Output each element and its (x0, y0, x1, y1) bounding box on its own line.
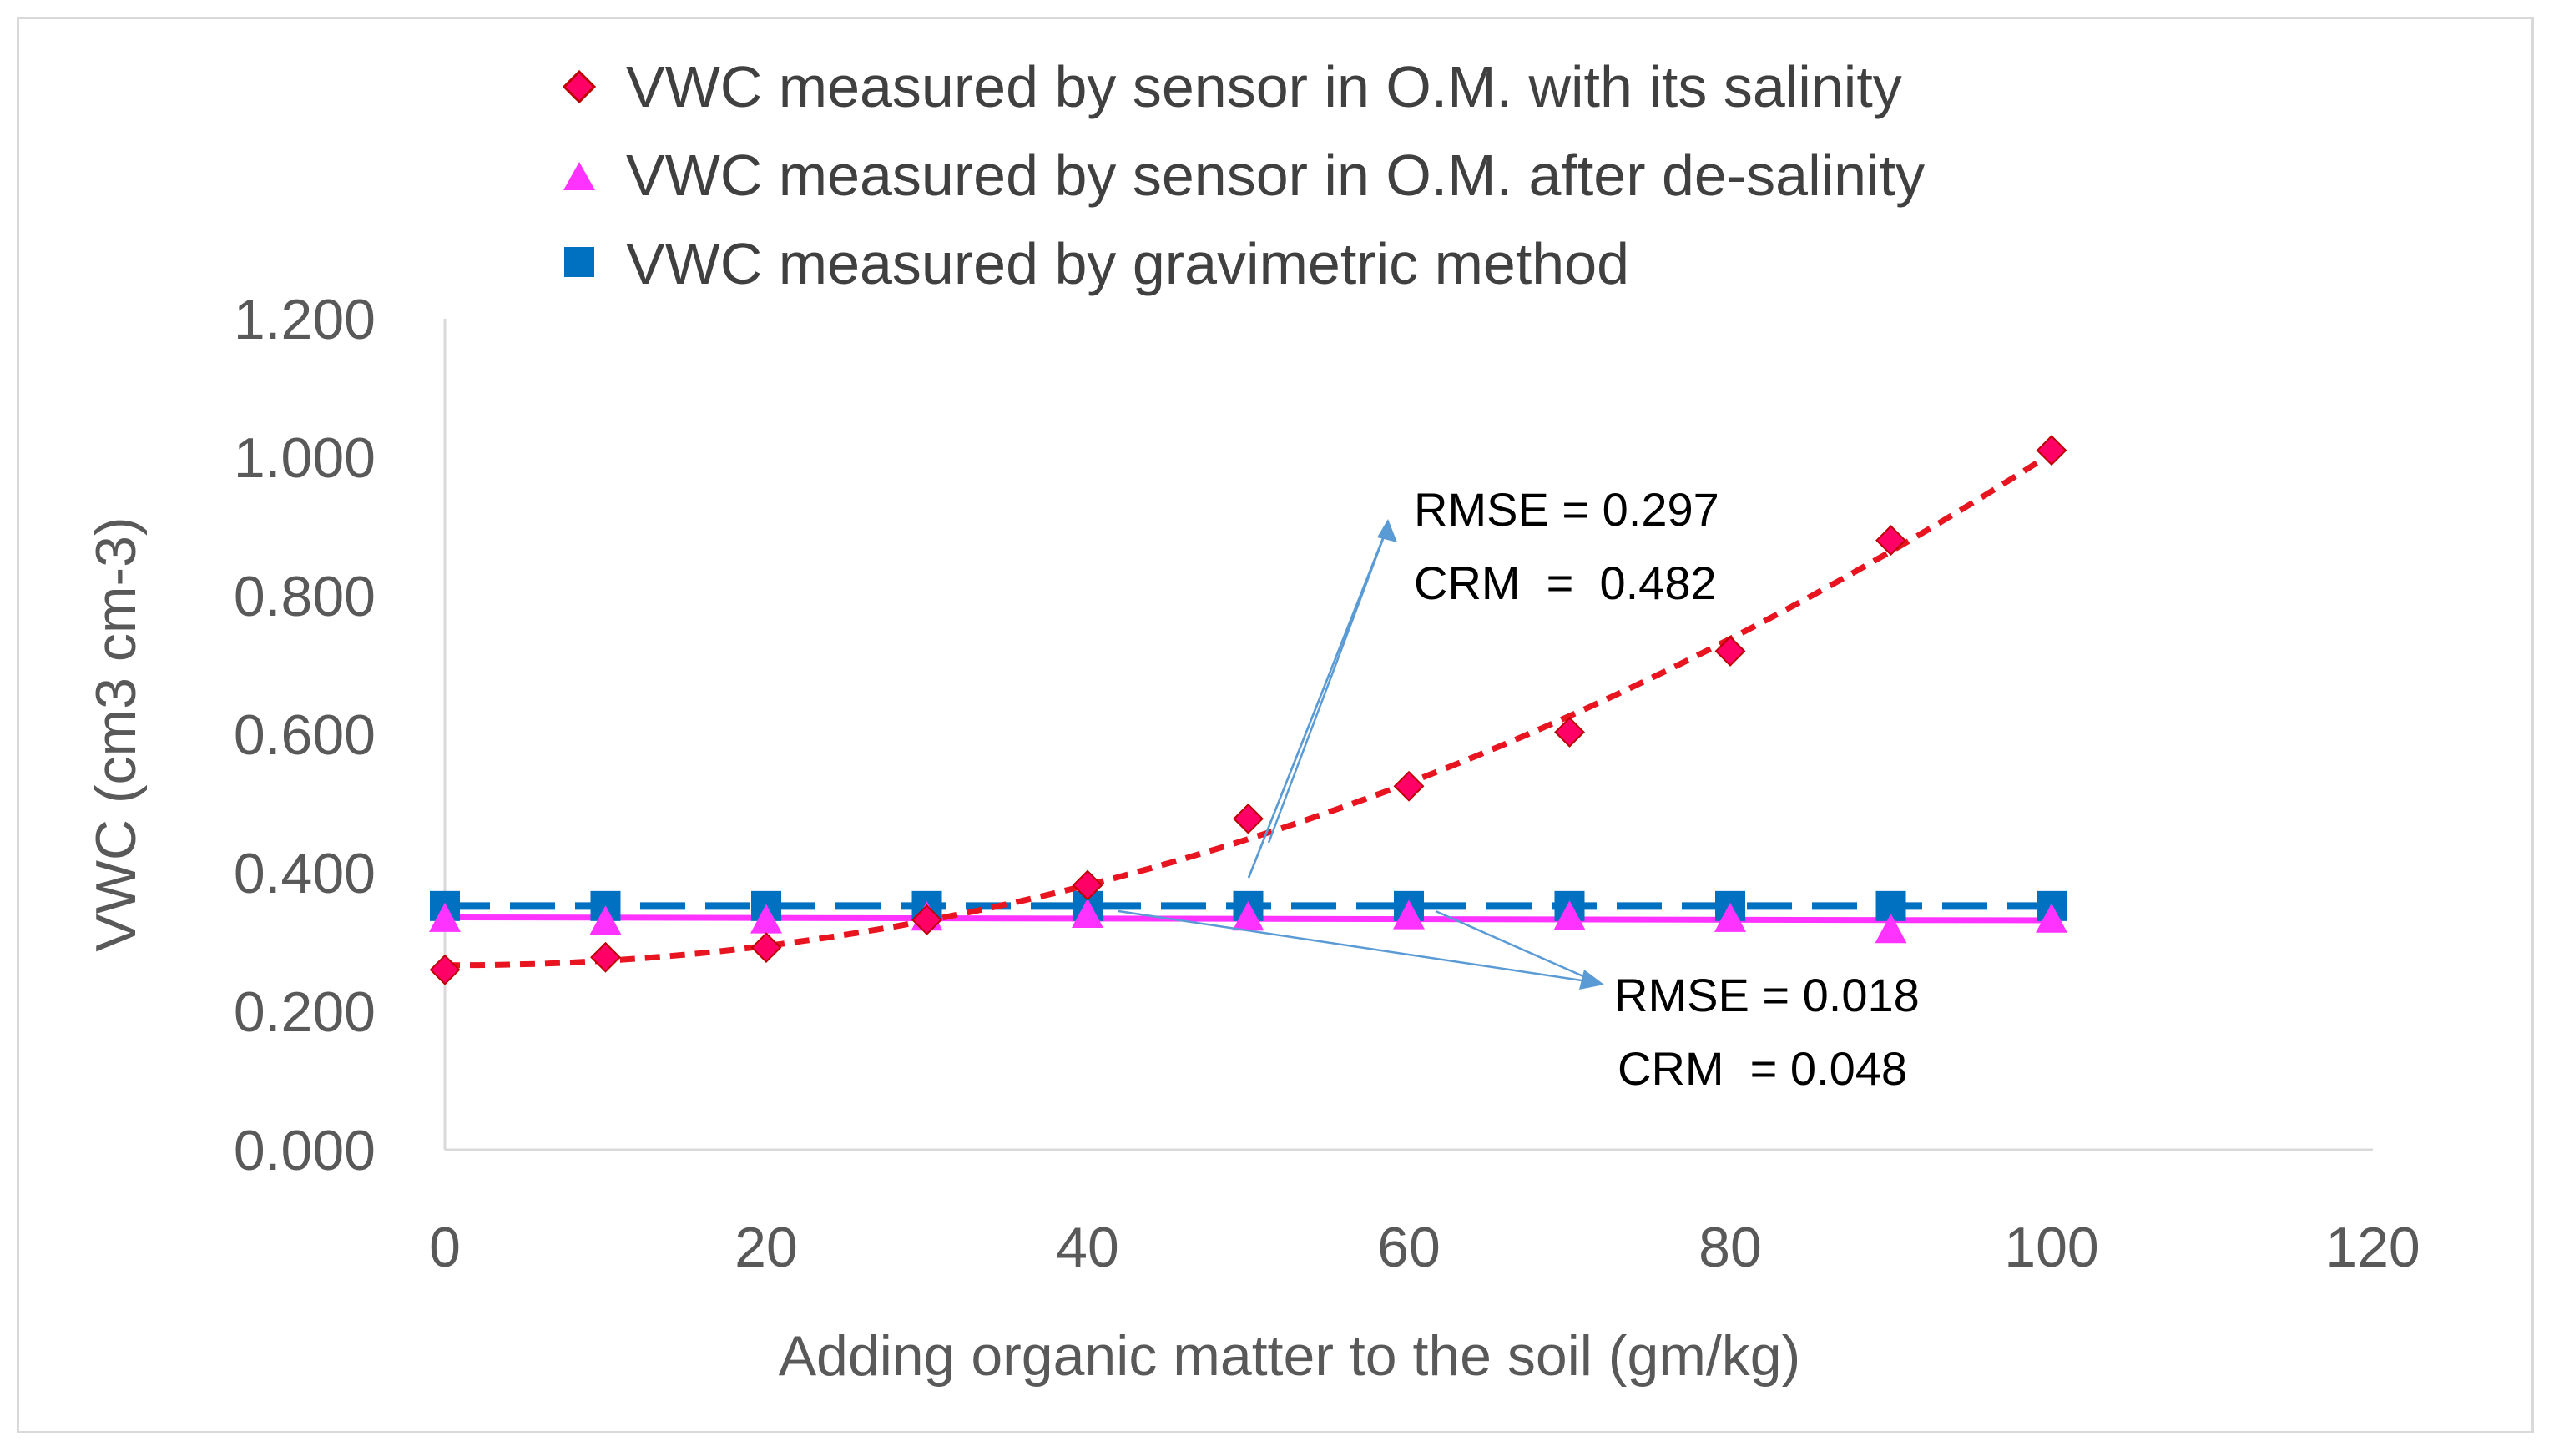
arrow-salinity-c (1267, 525, 1390, 844)
point-desalinity (1875, 914, 1907, 944)
point-salinity (2036, 435, 2067, 466)
point-salinity (911, 904, 942, 935)
legend-label-salinity: VWC measured by sensor in O.M. with its … (626, 54, 1902, 119)
point-salinity (1233, 803, 1264, 834)
y-tick-labels: 0.000 0.200 0.400 0.600 0.800 1.000 1.20… (234, 288, 376, 1182)
point-salinity (590, 941, 621, 973)
annotation-arrows (1118, 519, 1604, 990)
arrow-low-a (1118, 909, 1599, 985)
trendlines (444, 451, 2053, 969)
point-salinity (1714, 635, 1746, 667)
annotation-crm-high: CRM = 0.482 (1414, 557, 1717, 609)
point-desalinity (1714, 902, 1746, 932)
point-desalinity (2036, 903, 2067, 933)
point-desalinity (1393, 899, 1425, 930)
point-salinity (750, 932, 782, 964)
trendline-salinity (444, 451, 2053, 969)
legend: VWC measured by sensor in O.M. with its … (562, 54, 1925, 296)
x-axis-title: Adding organic matter to the soil (gm/kg… (779, 1324, 1801, 1388)
point-salinity (429, 954, 461, 985)
point-desalinity (1232, 901, 1264, 931)
point-salinity (1072, 869, 1103, 901)
legend-marker-diamond (562, 69, 597, 104)
x-tick-label: 0 (429, 1216, 461, 1279)
arrowhead-salinity (1377, 519, 1397, 542)
point-salinity (1875, 525, 1906, 557)
point-desalinity (589, 905, 622, 935)
data-markers (429, 435, 2067, 985)
y-tick-label: 0.800 (234, 565, 376, 628)
arrow-salinity-b (1247, 525, 1390, 879)
legend-marker-square (564, 247, 594, 277)
point-desalinity (1072, 898, 1103, 928)
y-tick-label: 1.200 (234, 288, 376, 351)
point-salinity (1554, 717, 1585, 748)
chart-frame (17, 17, 2534, 1433)
x-tick-label: 60 (1377, 1216, 1441, 1279)
legend-label-desalinity: VWC measured by sensor in O.M. after de-… (626, 143, 1925, 208)
point-desalinity (429, 902, 461, 932)
arrowhead-low (1579, 970, 1604, 990)
x-tick-label: 100 (2004, 1216, 2098, 1279)
annotation-high: RMSE = 0.297 CRM = 0.482 (1414, 483, 1719, 609)
legend-marker-triangle (563, 162, 595, 190)
y-tick-label: 1.000 (234, 426, 376, 490)
y-tick-label: 0.200 (234, 980, 376, 1044)
legend-item-gravimetric: VWC measured by gravimetric method (564, 231, 1629, 296)
x-tick-label: 80 (1698, 1216, 1762, 1279)
point-desalinity (750, 904, 782, 934)
point-salinity (1393, 770, 1425, 802)
annotation-rmse-low: RMSE = 0.018 (1614, 969, 1920, 1021)
y-axis-title: VWC (cm3 cm-3) (84, 516, 148, 951)
x-tick-label: 120 (2325, 1216, 2420, 1279)
y-tick-label: 0.600 (234, 703, 376, 767)
point-desalinity (1553, 900, 1586, 930)
legend-label-gravimetric: VWC measured by gravimetric method (626, 231, 1629, 296)
x-tick-labels: 0 20 40 60 80 100 120 (429, 1216, 2420, 1279)
x-tick-label: 40 (1056, 1216, 1119, 1279)
annotation-crm-low: CRM = 0.048 (1618, 1042, 1907, 1095)
x-tick-label: 20 (734, 1216, 798, 1279)
legend-item-desalinity: VWC measured by sensor in O.M. after de-… (563, 143, 1925, 208)
annotation-rmse-high: RMSE = 0.297 (1414, 483, 1719, 536)
y-tick-label: 0.400 (234, 842, 376, 905)
annotation-low: RMSE = 0.018 CRM = 0.048 (1614, 969, 1920, 1095)
legend-item-salinity: VWC measured by sensor in O.M. with its … (562, 54, 1902, 119)
arrow-low-b (1435, 909, 1599, 985)
y-tick-label: 0.000 (234, 1119, 376, 1182)
